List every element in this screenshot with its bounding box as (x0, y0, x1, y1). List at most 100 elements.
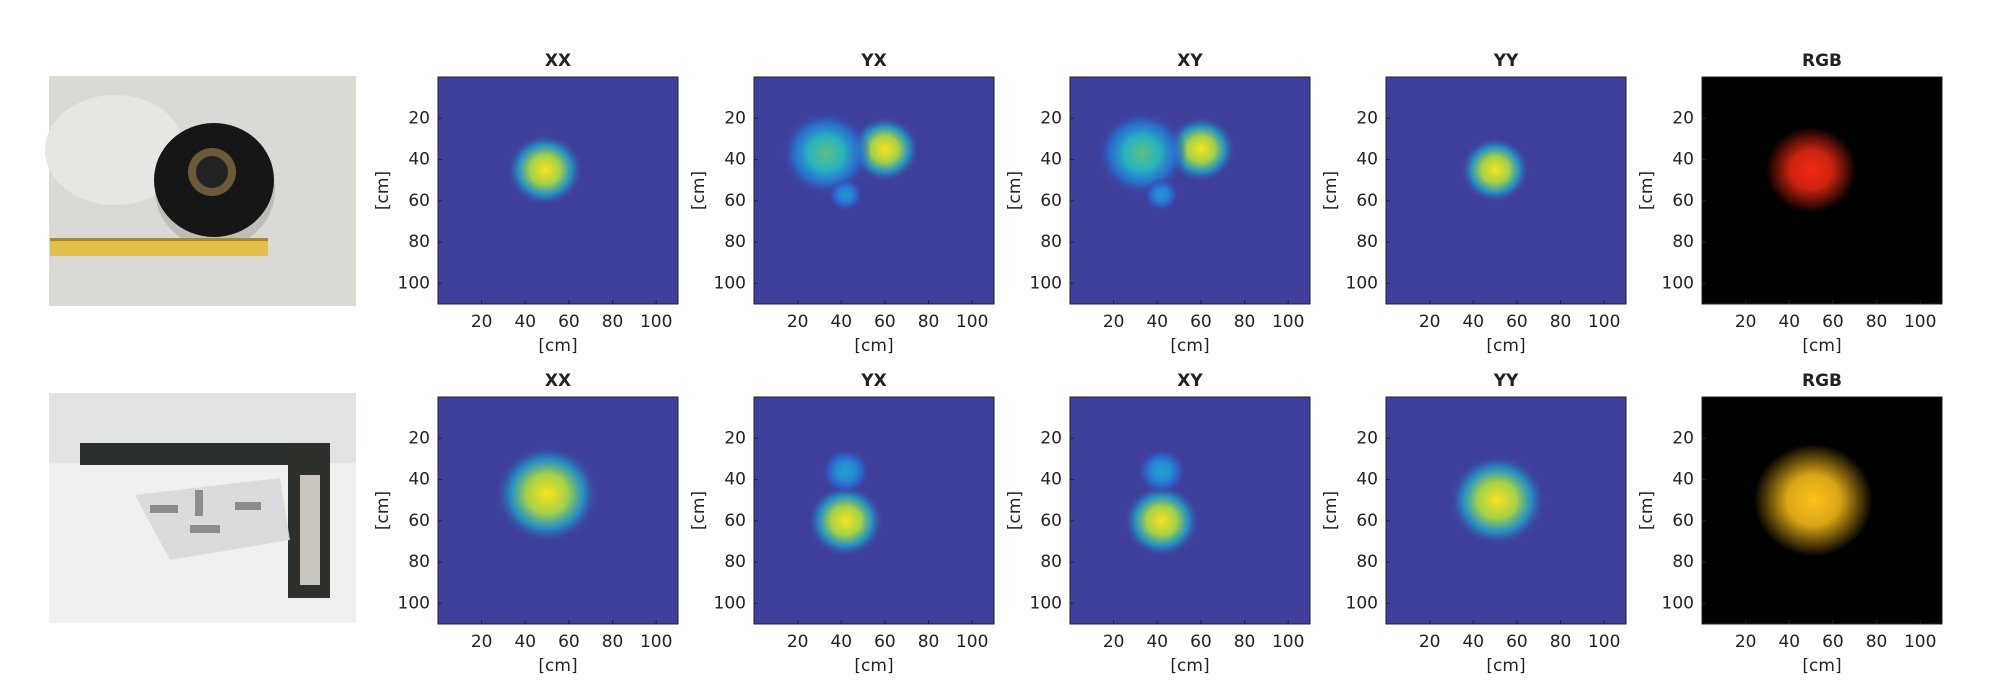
heat-spot (1460, 136, 1531, 203)
y-tick-label: 60 (1672, 511, 1694, 531)
x-axis-label: [cm] (1802, 336, 1841, 356)
x-tick-label: 20 (1103, 632, 1125, 652)
x-tick-label: 60 (1190, 632, 1212, 652)
x-tick-label: 100 (1272, 312, 1304, 332)
x-tick-label: 20 (471, 632, 493, 652)
x-tick-label: 100 (640, 632, 672, 652)
x-tick-label: 20 (787, 632, 809, 652)
x-tick-label: 80 (1234, 632, 1256, 652)
plot-frame (437, 396, 679, 625)
x-tick-label: 80 (1234, 312, 1256, 332)
y-tick-label: 100 (1346, 273, 1378, 293)
y-tick-label: 40 (1672, 470, 1694, 490)
heat-spot (807, 484, 885, 558)
y-tick-label: 40 (724, 150, 746, 170)
x-tick-label: 100 (1272, 632, 1304, 652)
x-axis-label: [cm] (538, 656, 577, 676)
x-tick-label: 60 (558, 312, 580, 332)
heat-spot (1137, 448, 1187, 495)
y-axis-label: [cm] (1637, 491, 1657, 530)
plot-background (754, 77, 994, 304)
x-tick-label: 100 (1588, 632, 1620, 652)
y-tick-label: 20 (724, 108, 746, 128)
y-tick-label: 40 (1356, 150, 1378, 170)
y-tick-label: 100 (714, 593, 746, 613)
y-tick-label: 40 (1356, 470, 1378, 490)
x-tick-label: 100 (1904, 312, 1936, 332)
y-tick-label: 100 (1030, 593, 1062, 613)
plot-frame (437, 76, 679, 305)
x-axis-label: [cm] (1802, 656, 1841, 676)
y-tick-label: 20 (724, 428, 746, 448)
panel: 20 40 60 80 100 20 40 60 80 100 XY [cm] [cm] (1005, 51, 1311, 356)
y-axis-label: [cm] (1321, 171, 1341, 210)
x-tick-label: 100 (956, 312, 988, 332)
x-tick-label: 20 (471, 312, 493, 332)
x-tick-label: 20 (1419, 632, 1441, 652)
heat-spot (828, 178, 864, 212)
x-tick-label: 20 (1419, 312, 1441, 332)
y-axis-label: [cm] (373, 171, 393, 210)
y-tick-label: 80 (724, 232, 746, 252)
x-axis-label: [cm] (854, 656, 893, 676)
heat-spot (1765, 126, 1857, 213)
x-tick-label: 60 (558, 632, 580, 652)
y-tick-label: 40 (1672, 150, 1694, 170)
panel: 20 40 60 80 100 20 40 60 80 100 XY [cm] [cm] (1005, 371, 1311, 676)
plot-area (1460, 136, 1531, 203)
y-axis-label: [cm] (1637, 171, 1657, 210)
plot-area (1765, 126, 1857, 213)
x-tick-label: 40 (1462, 632, 1484, 652)
plot-frame (1069, 396, 1311, 625)
photo-puck (45, 76, 356, 306)
x-axis-label: [cm] (1486, 656, 1525, 676)
y-tick-label: 40 (1040, 150, 1062, 170)
x-tick-label: 60 (874, 632, 896, 652)
y-tick-label: 80 (1672, 232, 1694, 252)
panel: 20 40 60 80 100 20 40 60 80 100 XX [cm] [cm] (373, 371, 679, 676)
x-tick-label: 60 (1190, 312, 1212, 332)
chart-title: RGB (1802, 371, 1842, 391)
heat-spot (821, 448, 871, 495)
y-tick-label: 80 (724, 552, 746, 572)
heat-spot (780, 110, 872, 197)
x-tick-label: 60 (1506, 632, 1528, 652)
y-tick-label: 100 (714, 273, 746, 293)
y-tick-label: 20 (1672, 428, 1694, 448)
panel: 20 40 60 80 100 20 40 60 80 100 YY [cm] [cm] (1321, 371, 1627, 676)
y-tick-label: 60 (408, 511, 430, 531)
y-axis-label: [cm] (689, 171, 709, 210)
plot-area (1448, 453, 1547, 547)
y-tick-label: 100 (398, 593, 430, 613)
y-tick-label: 100 (1662, 593, 1694, 613)
x-tick-label: 80 (602, 632, 624, 652)
y-tick-label: 80 (1040, 232, 1062, 252)
x-tick-label: 80 (1550, 632, 1572, 652)
plot-area (494, 444, 600, 544)
plot-frame (753, 396, 995, 625)
plot-area (780, 110, 920, 212)
heat-spot (506, 133, 584, 207)
y-tick-label: 100 (1346, 593, 1378, 613)
heat-spot (1123, 484, 1201, 558)
heat-spot (1448, 453, 1547, 547)
y-tick-label: 20 (408, 428, 430, 448)
plot-area (807, 448, 885, 558)
plot-frame (1701, 76, 1943, 305)
plot-frame (753, 76, 995, 305)
x-tick-label: 80 (1550, 312, 1572, 332)
y-tick-label: 60 (408, 191, 430, 211)
x-tick-label: 40 (1146, 312, 1168, 332)
x-axis-label: [cm] (1486, 336, 1525, 356)
x-tick-label: 60 (1822, 632, 1844, 652)
x-tick-label: 60 (874, 312, 896, 332)
plot-frame (1385, 396, 1627, 625)
x-tick-label: 40 (1778, 312, 1800, 332)
y-tick-label: 100 (398, 273, 430, 293)
x-tick-label: 80 (918, 632, 940, 652)
plot-frame (1701, 396, 1943, 625)
x-tick-label: 80 (1866, 312, 1888, 332)
x-tick-label: 80 (602, 312, 624, 332)
plot-area (506, 133, 584, 207)
